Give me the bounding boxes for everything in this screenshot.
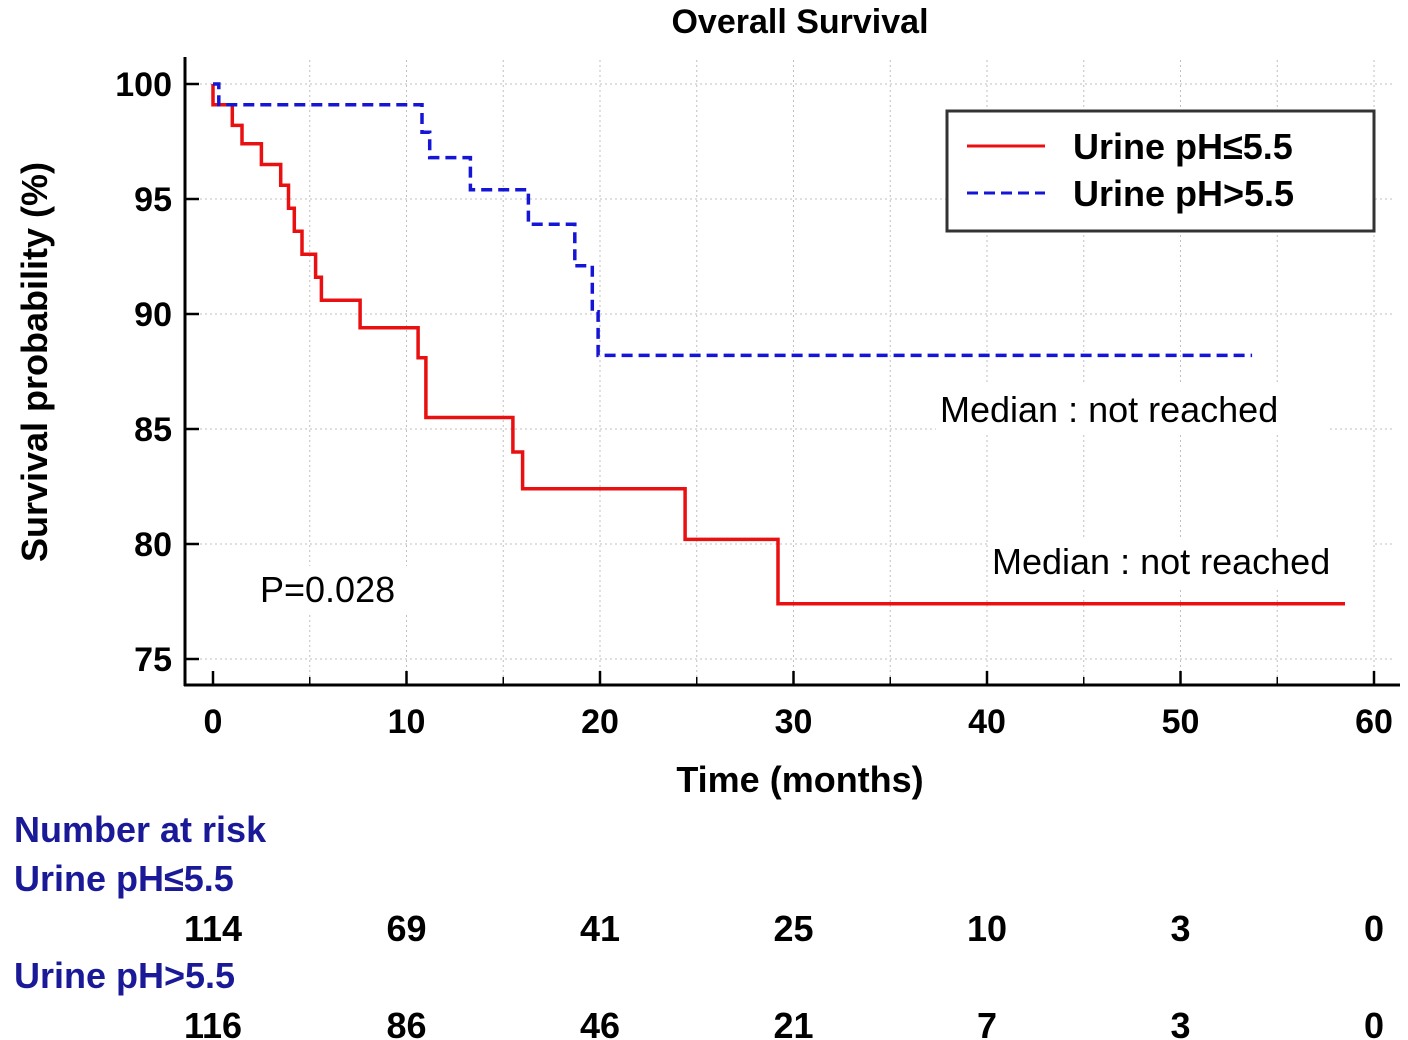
- survival-curve-ph-high: [213, 82, 1253, 358]
- risk-count: 3: [1170, 908, 1190, 949]
- risk-count: 0: [1364, 908, 1384, 949]
- risk-count: 114: [184, 908, 242, 949]
- x-tick-label: 30: [775, 703, 813, 741]
- risk-count: 21: [773, 1005, 813, 1040]
- legend-box: [945, 109, 1376, 233]
- median-high-bg: [936, 385, 1328, 433]
- risk-count: 3: [1170, 1005, 1190, 1040]
- survival-curves: [211, 82, 1345, 606]
- risk-row-label-ph-low: Urine pH≤5.5: [14, 858, 234, 899]
- risk-row-ph-high: 116 86 46 21 7 3 0: [184, 1005, 1384, 1040]
- legend-label-ph-low: Urine pH≤5.5: [1073, 126, 1293, 167]
- legend: Urine pH≤5.5 Urine pH>5.5: [945, 109, 1376, 233]
- risk-count: 69: [386, 908, 426, 949]
- legend-label-ph-high: Urine pH>5.5: [1073, 173, 1294, 214]
- axes: [183, 57, 1400, 687]
- p-value-bg: [256, 566, 414, 612]
- x-tick-label: 60: [1355, 703, 1393, 741]
- x-tick-label: 10: [388, 703, 426, 741]
- risk-count: 10: [967, 908, 1007, 949]
- y-tick-label: 75: [134, 641, 172, 679]
- y-tick-label: 100: [115, 66, 172, 104]
- risk-table: Number at risk Urine pH≤5.5 114 69 41 25 10 3…: [14, 809, 1384, 1040]
- x-axis-title: Time (months): [676, 759, 923, 800]
- x-tick-label: 40: [968, 703, 1006, 741]
- risk-count: 41: [580, 908, 620, 949]
- risk-count: 25: [773, 908, 813, 949]
- y-tick-label: 95: [134, 181, 172, 219]
- y-tick-label: 90: [134, 296, 172, 334]
- risk-row-label-ph-high: Urine pH>5.5: [14, 955, 235, 996]
- chart-title: Overall Survival: [671, 3, 928, 41]
- median-annotation-high: Median : not reached: [940, 389, 1278, 430]
- risk-count: 0: [1364, 1005, 1384, 1040]
- p-value-label: P=0.028: [260, 569, 395, 610]
- risk-count: 7: [977, 1005, 997, 1040]
- median-low-bg: [988, 537, 1372, 587]
- y-tick-label: 85: [134, 411, 172, 449]
- tick-labels: 0 10 20 30 40 50 60 75 80 85 90 95 100: [115, 66, 1393, 741]
- risk-count: 86: [386, 1005, 426, 1040]
- risk-count: 116: [184, 1005, 242, 1040]
- median-annotation-low: Median : not reached: [992, 541, 1330, 582]
- y-axis-title: Survival probability (%): [14, 162, 55, 562]
- risk-count: 46: [580, 1005, 620, 1040]
- survival-curve-ph-low: [211, 84, 1345, 606]
- x-tick-label: 50: [1162, 703, 1200, 741]
- risk-table-heading: Number at risk: [14, 809, 267, 850]
- x-tick-label: 20: [581, 703, 619, 741]
- y-tick-label: 80: [134, 526, 172, 564]
- x-tick-label: 0: [204, 703, 223, 741]
- risk-row-ph-low: 114 69 41 25 10 3 0: [184, 908, 1384, 949]
